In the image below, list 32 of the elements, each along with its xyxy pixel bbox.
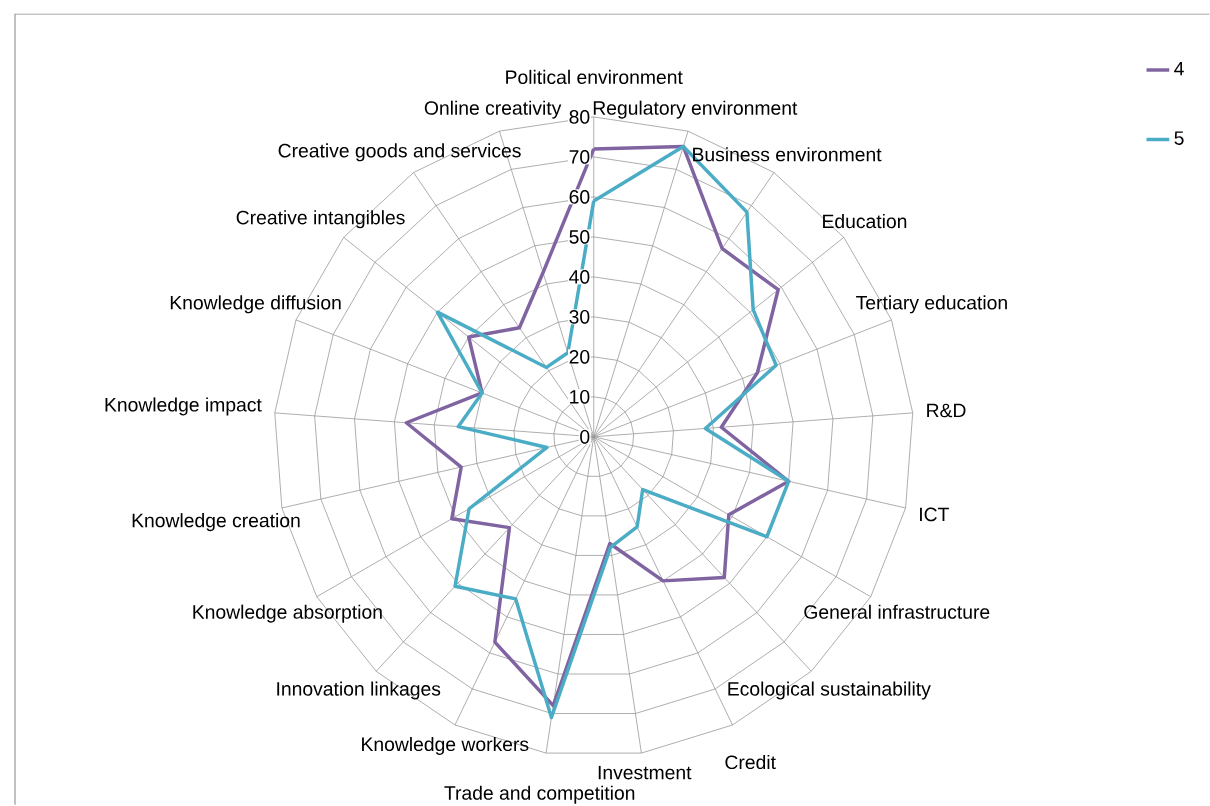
y-tick-label: 10	[570, 389, 590, 404]
spoke-label: Business environment	[693, 146, 882, 162]
spoke-label: Ecological sustainability	[728, 681, 931, 700]
spoke-label: Innovation linkages	[277, 681, 441, 700]
spoke-label: R&D	[927, 403, 966, 418]
spoke-label: Regulatory environment	[593, 100, 798, 119]
spoke-label: Political environment	[506, 69, 683, 84]
spoke-label: Creative goods and services	[278, 143, 521, 162]
y-tick-label: 0	[580, 429, 590, 444]
spoke-label: Creative intangibles	[236, 210, 405, 229]
spoke-label: Knowledge creation	[132, 512, 300, 531]
spoke-label: Trade and competition	[444, 785, 635, 804]
y-tick-label: 50	[569, 229, 590, 244]
spoke-label: Investment	[598, 765, 692, 780]
spoke-label: Knowledge workers	[362, 736, 529, 755]
y-tick-label: 70	[569, 149, 590, 164]
spoke-label: Tertiary education	[856, 295, 1007, 314]
spoke-label: Education	[823, 213, 907, 229]
legend-label: 4	[1174, 61, 1184, 76]
y-tick-label: 60	[569, 189, 590, 204]
y-tick-label: 20	[569, 349, 590, 364]
spoke-label: Online creativity	[424, 100, 562, 119]
spoke-label: Credit	[725, 754, 776, 769]
spoke-label: General infrastructure	[804, 604, 990, 619]
y-tick-label: 80	[569, 109, 590, 124]
legend-label: 5	[1174, 131, 1184, 145]
y-tick-label: 40	[569, 269, 590, 284]
spoke-label: Knowledge absorption	[193, 604, 382, 623]
y-tick-label: 30	[569, 309, 590, 324]
spoke-label: Knowledge diffusion	[170, 295, 341, 314]
spoke-label: Knowledge impact	[105, 397, 262, 416]
spoke-label: ICT	[920, 507, 949, 522]
